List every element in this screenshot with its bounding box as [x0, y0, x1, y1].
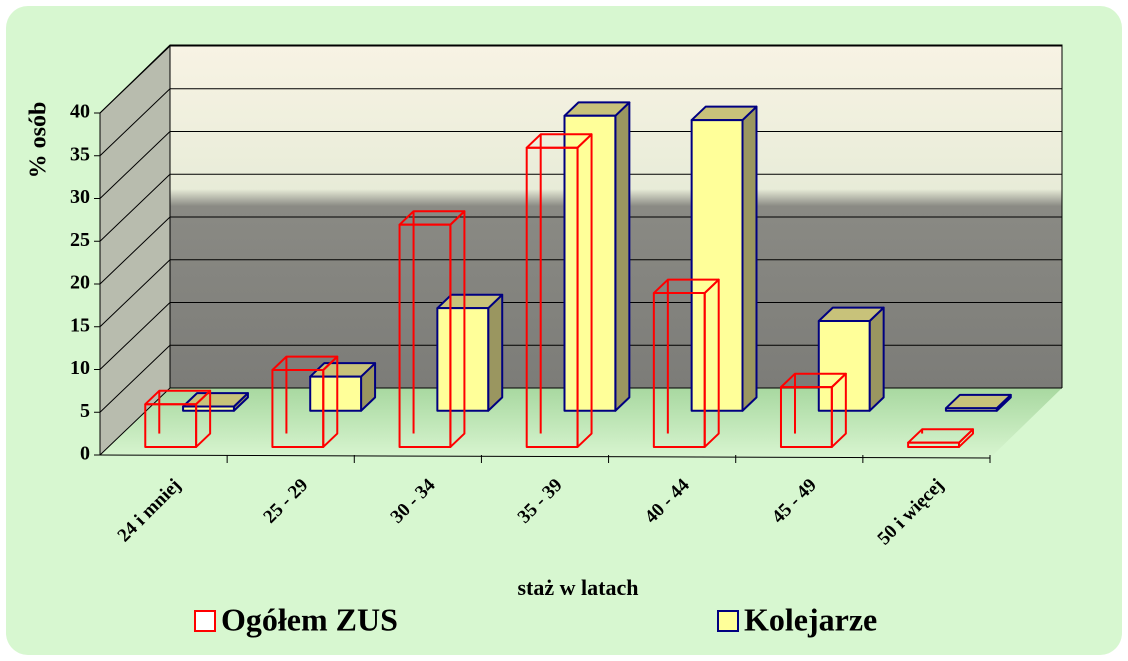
grid-line [99, 259, 1062, 328]
grid-line [99, 45, 1062, 114]
legend-swatch [194, 610, 216, 632]
bar [907, 441, 960, 448]
grid-line [99, 131, 1062, 199]
bar-side [741, 105, 758, 412]
x-axis-label: staż w latach [518, 575, 639, 600]
bar-side [614, 101, 631, 412]
y-axis-label: % osób [26, 102, 52, 179]
grid-line [99, 344, 1062, 413]
y-tick-label: 35 [70, 143, 90, 165]
grid-line [99, 88, 1062, 157]
grid-line [99, 173, 1062, 242]
bar [563, 114, 617, 412]
y-tick-label: 15 [70, 314, 90, 336]
grid-line [99, 387, 1062, 456]
bar [309, 375, 363, 412]
y-tick-label: 0 [80, 443, 90, 465]
y-tick-label: 10 [70, 357, 90, 379]
bar-side [868, 306, 885, 412]
bar [817, 320, 871, 412]
x-axis [99, 454, 991, 459]
legend-swatch [717, 610, 739, 632]
bar [182, 405, 235, 412]
y-tick-label: 30 [70, 186, 90, 208]
bar [271, 369, 325, 448]
bar [436, 307, 490, 412]
bar [652, 292, 706, 448]
bar [690, 119, 744, 412]
y-tick-label: 25 [70, 229, 90, 251]
bar [144, 403, 198, 448]
y-tick-label: 20 [70, 272, 90, 294]
grid-line [99, 302, 1062, 370]
bar-side [487, 293, 504, 412]
bar [525, 146, 579, 448]
bar [944, 407, 998, 412]
legend: Ogółem ZUS Kolejarze [194, 601, 877, 637]
bar [779, 386, 833, 448]
y-tick-label: 5 [80, 400, 90, 422]
legend-label: Ogółem ZUS [221, 601, 398, 637]
y-tick-label: 40 [70, 101, 90, 123]
bar [398, 223, 452, 448]
legend-label: Kolejarze [744, 601, 877, 637]
grid-line [99, 216, 1062, 285]
